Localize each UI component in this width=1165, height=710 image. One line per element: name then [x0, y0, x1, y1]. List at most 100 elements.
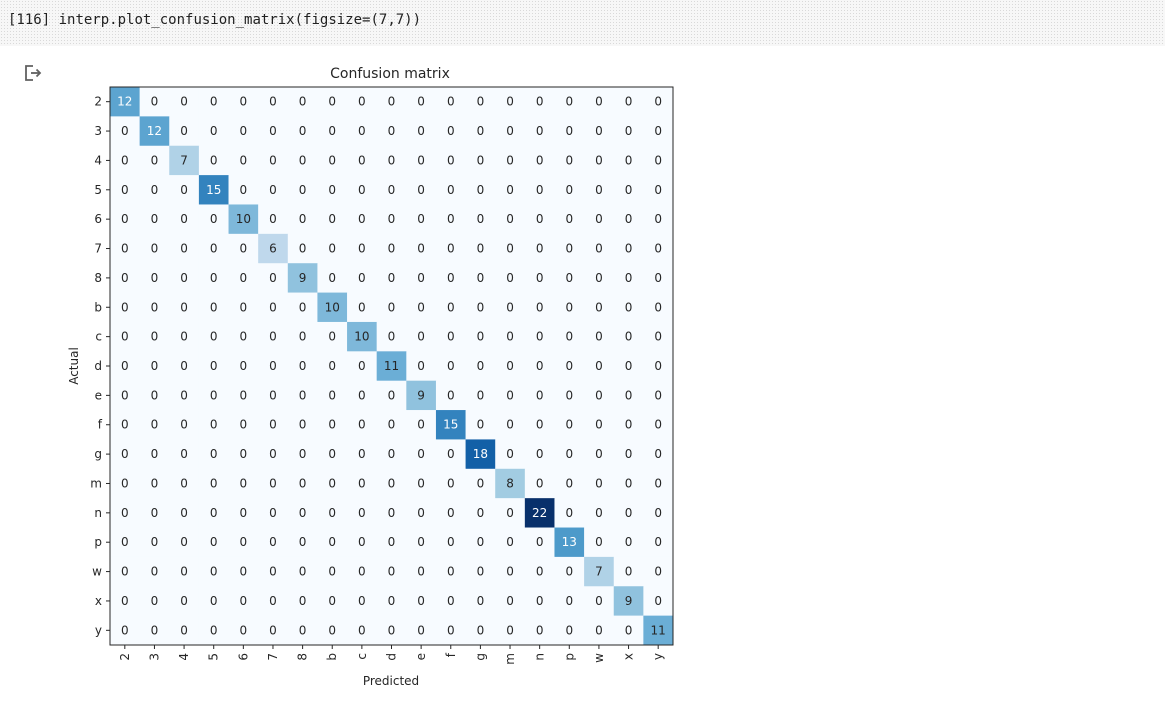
cell-value-label: 0 — [447, 95, 455, 109]
matrix-cell — [110, 410, 140, 440]
cell-value-label: 0 — [447, 242, 455, 256]
matrix-cell — [317, 321, 348, 352]
matrix-cell — [613, 527, 644, 558]
x-tick-label: 3 — [147, 653, 161, 661]
matrix-cell — [317, 175, 348, 205]
confusion-matrix-chart: Confusion matrix 12 0 0 0 0 0 0 0 0 0 0 0 0 0 0 0 0 0 00 12… — [67, 66, 674, 688]
cell-value-label: 0 — [417, 271, 425, 285]
y-tick-label: w — [92, 565, 102, 579]
cell-value-label: 0 — [358, 183, 366, 197]
matrix-cell — [110, 175, 140, 205]
matrix-cell — [406, 233, 437, 264]
matrix-cell — [554, 615, 585, 646]
matrix-cell — [139, 498, 170, 528]
matrix-cell — [198, 175, 229, 205]
execution-count: [116] — [8, 12, 51, 28]
cell-value-label: 0 — [328, 565, 336, 579]
cell-value-label: 0 — [269, 447, 277, 461]
cell-value-label: 22 — [532, 506, 547, 520]
cell-value-label: 0 — [388, 535, 396, 549]
matrix-cell — [643, 145, 674, 176]
cell-value-label: 0 — [595, 95, 603, 109]
x-tick-label: 5 — [207, 653, 221, 661]
cell-value-label: 0 — [358, 271, 366, 285]
x-axis-label: Predicted — [363, 674, 419, 688]
matrix-cell — [228, 586, 259, 616]
matrix-cell — [643, 233, 674, 264]
matrix-cell — [435, 175, 466, 205]
cell-value-label: 0 — [536, 359, 544, 373]
matrix-cell — [228, 145, 259, 176]
cell-value-label: 0 — [506, 623, 514, 637]
cell-value-label: 0 — [654, 506, 662, 520]
matrix-cell — [524, 233, 555, 264]
matrix-cell — [228, 615, 259, 646]
cell-value-label: 0 — [625, 359, 633, 373]
cell-value-label: 0 — [565, 447, 573, 461]
matrix-cell — [643, 556, 674, 587]
cell-value-label: 0 — [417, 124, 425, 138]
matrix-cell — [613, 204, 644, 235]
matrix-cell — [584, 351, 615, 381]
matrix-cell — [643, 586, 674, 616]
matrix-cell — [347, 263, 377, 293]
matrix-cell — [258, 175, 289, 205]
matrix-cell — [554, 321, 585, 352]
matrix-cell — [139, 233, 170, 264]
matrix-cell — [524, 556, 555, 587]
cell-value-label: 0 — [536, 330, 544, 344]
cell-value-label: 0 — [328, 271, 336, 285]
cell-value-label: 0 — [151, 388, 159, 402]
matrix-cell — [613, 351, 644, 381]
cell-value-label: 0 — [565, 359, 573, 373]
cell-value-label: 15 — [443, 418, 458, 432]
matrix-cell — [198, 615, 229, 646]
matrix-cell — [524, 586, 555, 616]
matrix-cell — [139, 410, 170, 440]
output-redirect-icon[interactable] — [22, 62, 44, 84]
cell-value-label: 0 — [654, 212, 662, 226]
cell-value-label: 0 — [328, 124, 336, 138]
matrix-cell — [169, 439, 200, 470]
matrix-cell — [317, 87, 348, 117]
cell-value-label: 0 — [299, 535, 307, 549]
code-cell-input[interactable]: [116] interp.plot_confusion_matrix(figsi… — [0, 0, 1165, 46]
matrix-cell — [495, 586, 526, 616]
matrix-cell — [198, 556, 229, 587]
cell-value-label: 0 — [447, 124, 455, 138]
matrix-cell — [613, 439, 644, 470]
cell-value-label: 0 — [625, 300, 633, 314]
matrix-cell — [228, 410, 259, 440]
matrix-cell — [169, 321, 200, 352]
matrix-cell — [584, 175, 615, 205]
matrix-cell — [228, 351, 259, 381]
matrix-cell — [406, 292, 437, 323]
matrix-cell — [495, 321, 526, 352]
cell-value-label: 0 — [121, 447, 129, 461]
cell-value-label: 15 — [206, 183, 221, 197]
matrix-cell — [435, 145, 466, 176]
y-tick-label: d — [94, 359, 102, 373]
cell-value-label: 0 — [595, 535, 603, 549]
cell-value-label: 0 — [388, 153, 396, 167]
cell-value-label: 0 — [299, 565, 307, 579]
y-tick-label: c — [95, 330, 102, 344]
cell-value-label: 0 — [536, 183, 544, 197]
cell-value-label: 0 — [625, 330, 633, 344]
matrix-cell — [376, 87, 407, 117]
cell-value-label: 0 — [447, 330, 455, 344]
matrix-cell — [198, 233, 229, 264]
cell-value-label: 0 — [654, 183, 662, 197]
cell-value-label: 0 — [565, 506, 573, 520]
cell-value-label: 0 — [625, 447, 633, 461]
matrix-cell — [406, 527, 437, 558]
matrix-cell — [554, 498, 585, 528]
matrix-cell — [613, 586, 644, 616]
cell-value-label: 0 — [358, 212, 366, 226]
cell-value-label: 0 — [388, 388, 396, 402]
matrix-cell — [524, 380, 555, 411]
matrix-cell — [435, 263, 466, 293]
cell-value-label: 0 — [565, 330, 573, 344]
cell-value-label: 0 — [240, 183, 248, 197]
cell-value-label: 0 — [625, 565, 633, 579]
